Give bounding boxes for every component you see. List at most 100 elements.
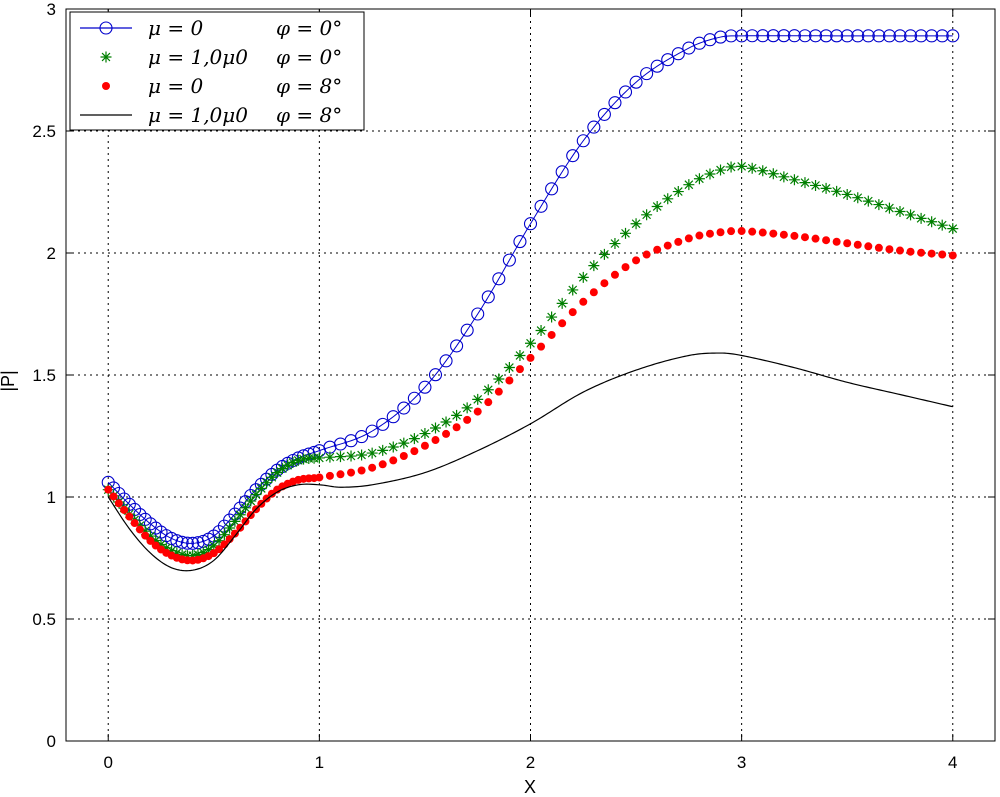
data-point (431, 436, 440, 445)
series-3 (104, 227, 957, 565)
data-point (325, 471, 334, 480)
data-point (187, 550, 199, 562)
data-point (452, 423, 461, 432)
data-point (715, 164, 727, 176)
data-point (946, 29, 960, 43)
data-point (769, 229, 778, 238)
y-axis-label: |P| (0, 370, 18, 391)
data-point (336, 470, 345, 479)
data-point (831, 185, 843, 197)
series-4 (107, 352, 953, 572)
data-point (144, 530, 156, 542)
data-point (292, 454, 304, 466)
data-point (523, 217, 538, 231)
data-point (927, 249, 936, 258)
data-point (862, 195, 874, 207)
legend-label: μ = 1,0μ0 (148, 45, 248, 69)
data-point (225, 535, 234, 544)
data-point (537, 342, 546, 351)
x-tick-label: 3 (737, 753, 746, 772)
data-point (420, 441, 429, 450)
data-point (808, 29, 823, 43)
legend-item: μ = 1,0μ0 φ = 8° (80, 103, 342, 127)
data-point (203, 544, 215, 556)
data-point (650, 59, 664, 73)
data-point (864, 242, 873, 251)
data-point (632, 256, 641, 265)
data-point (915, 212, 927, 224)
data-point (873, 199, 885, 211)
data-point (651, 201, 663, 213)
data-point (589, 288, 598, 297)
data-point (525, 337, 536, 349)
data-point (171, 547, 183, 559)
y-tick-label: 0.5 (32, 610, 56, 629)
data-point (820, 182, 832, 194)
data-point (885, 245, 894, 254)
data-point (610, 270, 619, 279)
data-point (408, 433, 420, 445)
data-point (852, 192, 864, 204)
data-point (682, 41, 696, 55)
data-point (757, 165, 769, 177)
data-point (484, 398, 493, 407)
data-point (324, 451, 336, 463)
data-point (366, 447, 378, 459)
data-point (494, 387, 503, 396)
data-point (788, 174, 800, 186)
data-point (853, 240, 862, 249)
data-point (146, 536, 155, 545)
y-tick-label: 2.5 (32, 122, 56, 141)
data-point (653, 245, 662, 254)
data-point (558, 319, 567, 328)
data-point (282, 459, 294, 471)
data-point (410, 447, 419, 456)
legend-box (69, 11, 365, 131)
data-point (671, 47, 685, 61)
data-point (526, 353, 535, 362)
data-point (356, 449, 368, 461)
data-point (935, 29, 949, 43)
data-point (224, 522, 236, 534)
data-point (535, 325, 547, 337)
data-point (471, 307, 485, 321)
data-point (713, 30, 728, 44)
data-point (948, 251, 957, 260)
data-point (114, 499, 123, 508)
data-point (936, 219, 948, 231)
data-point (947, 223, 959, 235)
data-point (429, 422, 441, 434)
data-point (705, 229, 714, 238)
legend-label: φ = 8° (276, 74, 342, 98)
data-point (547, 330, 556, 339)
data-point (130, 519, 139, 528)
data-point (109, 492, 118, 501)
data-point (481, 290, 495, 304)
data-point (609, 238, 621, 250)
data-point (197, 547, 209, 559)
data-point (620, 227, 632, 239)
data-point (777, 29, 791, 43)
data-point (555, 165, 569, 179)
data-point (621, 263, 630, 272)
y-tick-label: 0 (47, 732, 56, 751)
data-point (568, 308, 577, 317)
data-point (472, 393, 484, 405)
data-point (630, 218, 642, 230)
x-tick-label: 0 (103, 753, 112, 772)
data-point (407, 391, 421, 405)
data-point (663, 241, 672, 250)
data-point (798, 29, 812, 43)
data-point (906, 247, 915, 256)
data-point (588, 260, 600, 272)
legend-swatch-marker (100, 51, 112, 63)
data-point (641, 209, 653, 221)
data-point (735, 29, 749, 43)
legend-label: μ = 0 (148, 16, 203, 40)
data-point (250, 489, 262, 501)
legend-item: μ = 1,0μ0 φ = 0° (100, 45, 342, 69)
data-point (365, 424, 379, 438)
data-point (463, 415, 472, 424)
data-point (355, 430, 369, 444)
